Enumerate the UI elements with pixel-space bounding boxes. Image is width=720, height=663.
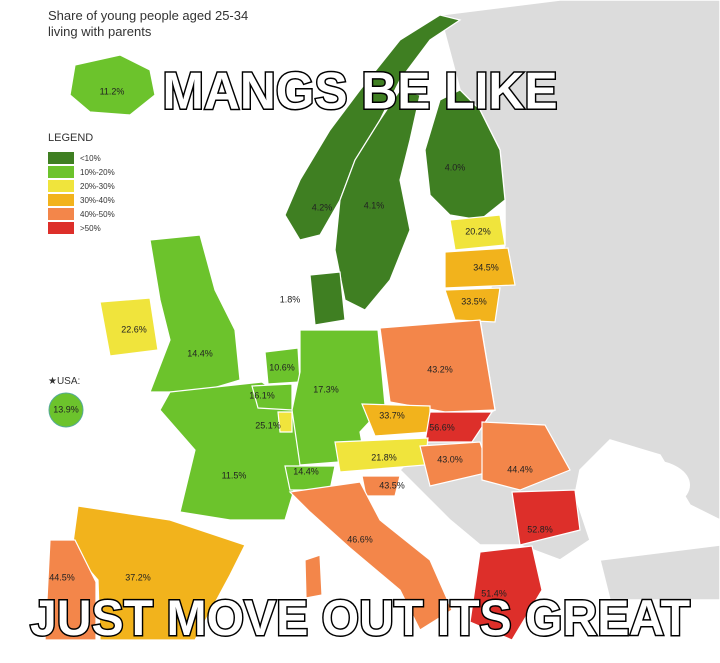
usa-circle (48, 392, 84, 428)
legend-swatch (48, 222, 74, 234)
country-label: 52.8% (527, 524, 553, 534)
sardinia (304, 554, 323, 599)
ireland (99, 297, 159, 357)
greece (469, 545, 543, 641)
legend-label: 40%-50% (80, 210, 115, 219)
map-title: living with parents (48, 24, 152, 39)
legend-label: 10%-20% (80, 168, 115, 177)
country-label: 17.3% (313, 384, 339, 394)
country-label: 56.6% (429, 422, 455, 432)
country-label: 1.8% (280, 294, 301, 304)
country-label: 25.1% (255, 420, 281, 430)
country-label: 34.5% (473, 262, 499, 272)
country-label: 11.5% (222, 470, 247, 480)
country-label: 22.6% (121, 324, 147, 334)
iceland (69, 54, 156, 116)
legend-label: <10% (80, 154, 101, 163)
country-label: 43.5% (379, 480, 405, 490)
country-label: 16.1% (249, 390, 275, 400)
italy (288, 481, 453, 631)
country-label: 33.5% (461, 296, 487, 306)
country-label: 43.0% (437, 454, 463, 464)
country-label: 4.2% (312, 202, 333, 212)
latvia (444, 247, 516, 289)
country-label: 43.2% (427, 364, 453, 374)
norway (284, 14, 462, 241)
black-sea (610, 460, 690, 510)
legend-label: 20%-30% (80, 182, 115, 191)
legend-swatch (48, 180, 74, 192)
country-label: 21.8% (371, 452, 397, 462)
country-label: 51.4% (481, 588, 507, 598)
denmark (309, 271, 346, 326)
country-label: 46.6% (347, 534, 373, 544)
usa-value: 13.9% (53, 404, 79, 414)
bulgaria (511, 489, 581, 546)
legend-label: >50% (80, 224, 101, 233)
country-label: 44.5% (49, 572, 75, 582)
finland (424, 89, 506, 221)
legend: <10% 10%-20% 20%-30% 30%-40% 40%-50% >50% (48, 152, 115, 234)
country-label: 44.4% (507, 464, 533, 474)
country-label: 10.6% (269, 362, 295, 372)
country-label: 14.4% (187, 348, 213, 358)
poland (379, 319, 496, 413)
sweden (334, 89, 421, 311)
romania (481, 421, 571, 491)
legend-title: LEGEND (48, 132, 93, 144)
map-title: Share of young people aged 25-34 (48, 8, 248, 23)
legend-swatch (48, 152, 74, 164)
country-labels: 11.2% 4.2% 4.1% 4.0% 20.2% 34.5% 33.5% 1.8% 22.6… (49, 86, 553, 598)
legend-swatch (48, 166, 74, 178)
lithuania (444, 287, 501, 323)
legend-swatch (48, 194, 74, 206)
meme-top-text: MANGS BE LIKE (163, 63, 558, 121)
country-label: 4.1% (364, 200, 385, 210)
estonia (449, 214, 506, 251)
country-label: 37.2% (125, 572, 151, 582)
legend-label: 30%-40% (80, 196, 115, 205)
luxembourg (277, 411, 293, 433)
usa-label: ★USA: (48, 376, 80, 387)
land-grey (599, 544, 720, 601)
country-label: 20.2% (465, 226, 491, 236)
legend-swatch (48, 208, 74, 220)
meme-bottom-text: JUST MOVE OUT ITS GREAT (30, 590, 690, 646)
slovenia (361, 475, 401, 497)
portugal (44, 539, 97, 641)
country-label: 4.0% (445, 162, 466, 172)
country-label: 11.2% (100, 86, 125, 96)
country-label: 14.4% (293, 466, 319, 476)
country-label: 33.7% (379, 410, 405, 420)
